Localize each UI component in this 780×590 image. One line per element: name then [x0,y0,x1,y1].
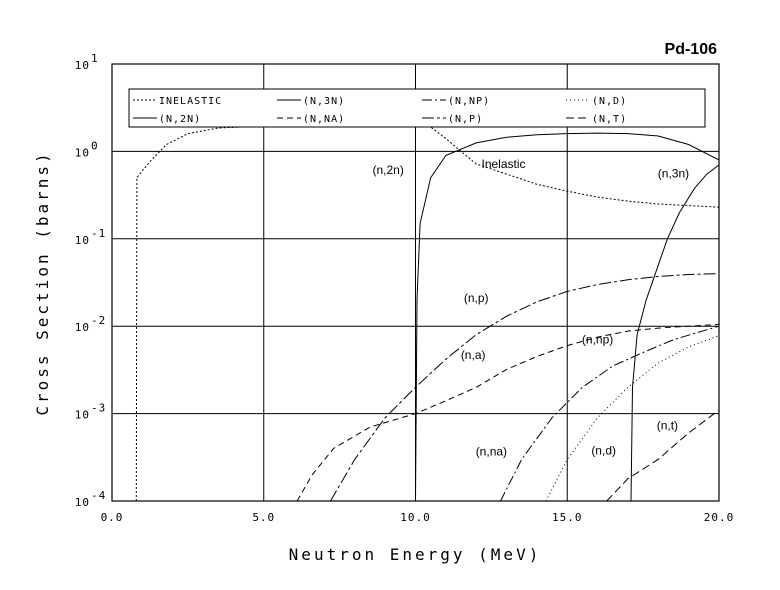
x-tick-label: 15.0 [552,511,583,524]
y-tick-label: 10 [75,146,90,159]
legend-entry: (N,P) [448,114,483,125]
curve-label: Inelastic [481,157,525,171]
legend-box [128,88,706,128]
series-lines [135,125,720,502]
x-tick-label: 5.0 [252,511,275,524]
y-tick-exponent: -4 [91,489,106,502]
legend-entry: (N,D) [592,96,627,107]
curve-label: (n,d) [591,444,616,458]
y-tick-exponent: -1 [91,227,106,240]
legend-entry: (N,NA) [303,114,345,125]
curve-label: (n,p) [464,291,489,305]
x-axis-label: Neutron Energy (MeV) [289,545,542,564]
y-tick-label: 10 [75,409,90,422]
y-tick-exponent: 1 [91,52,99,65]
x-tick-label: 0.0 [101,511,124,524]
series-line [606,409,720,502]
curve-label: (n,a) [461,348,486,362]
legend-entry: (N,T) [592,114,627,125]
series-line [415,132,720,502]
legend-entry: INELASTIC [159,96,222,107]
y-tick-label: 10 [75,59,90,72]
chart-title: Pd-106 [665,41,718,58]
series-line [296,323,720,502]
y-tick-exponent: 0 [91,139,99,152]
legend-entry: (N,NP) [448,96,490,107]
y-tick-exponent: -3 [91,402,106,415]
curve-label: (n,2n) [373,163,404,177]
x-tick-label: 20.0 [704,511,735,524]
series-line [135,125,720,502]
curve-label: (n,na) [476,445,507,459]
legend: INELASTIC (N,3N) (N,NP) (N,D) (N,2N) (N,NA) (N… [128,88,706,128]
y-tick-label: 10 [75,234,90,247]
x-tick-label: 10.0 [400,511,431,524]
series-line [630,164,720,502]
y-axis-label: Cross Section (barns) [33,150,52,415]
y-tick-label: 10 [75,321,90,334]
y-tick-label: 10 [75,496,90,509]
y-tick-exponent: -2 [91,314,106,327]
legend-entry: (N,2N) [159,114,201,125]
series-line [330,273,720,502]
series-line [500,325,720,502]
x-tick-labels: 0.0 5.0 10.0 15.0 20.0 [101,511,735,524]
curve-label: (n,np) [582,333,613,347]
legend-entry: (N,3N) [303,96,345,107]
curve-annotations: (n,2n) Inelastic (n,3n) (n,p) (n,a) (n,np) (n,… [373,157,690,459]
curve-label: (n,t) [657,418,678,432]
curve-label: (n,3n) [658,167,689,181]
